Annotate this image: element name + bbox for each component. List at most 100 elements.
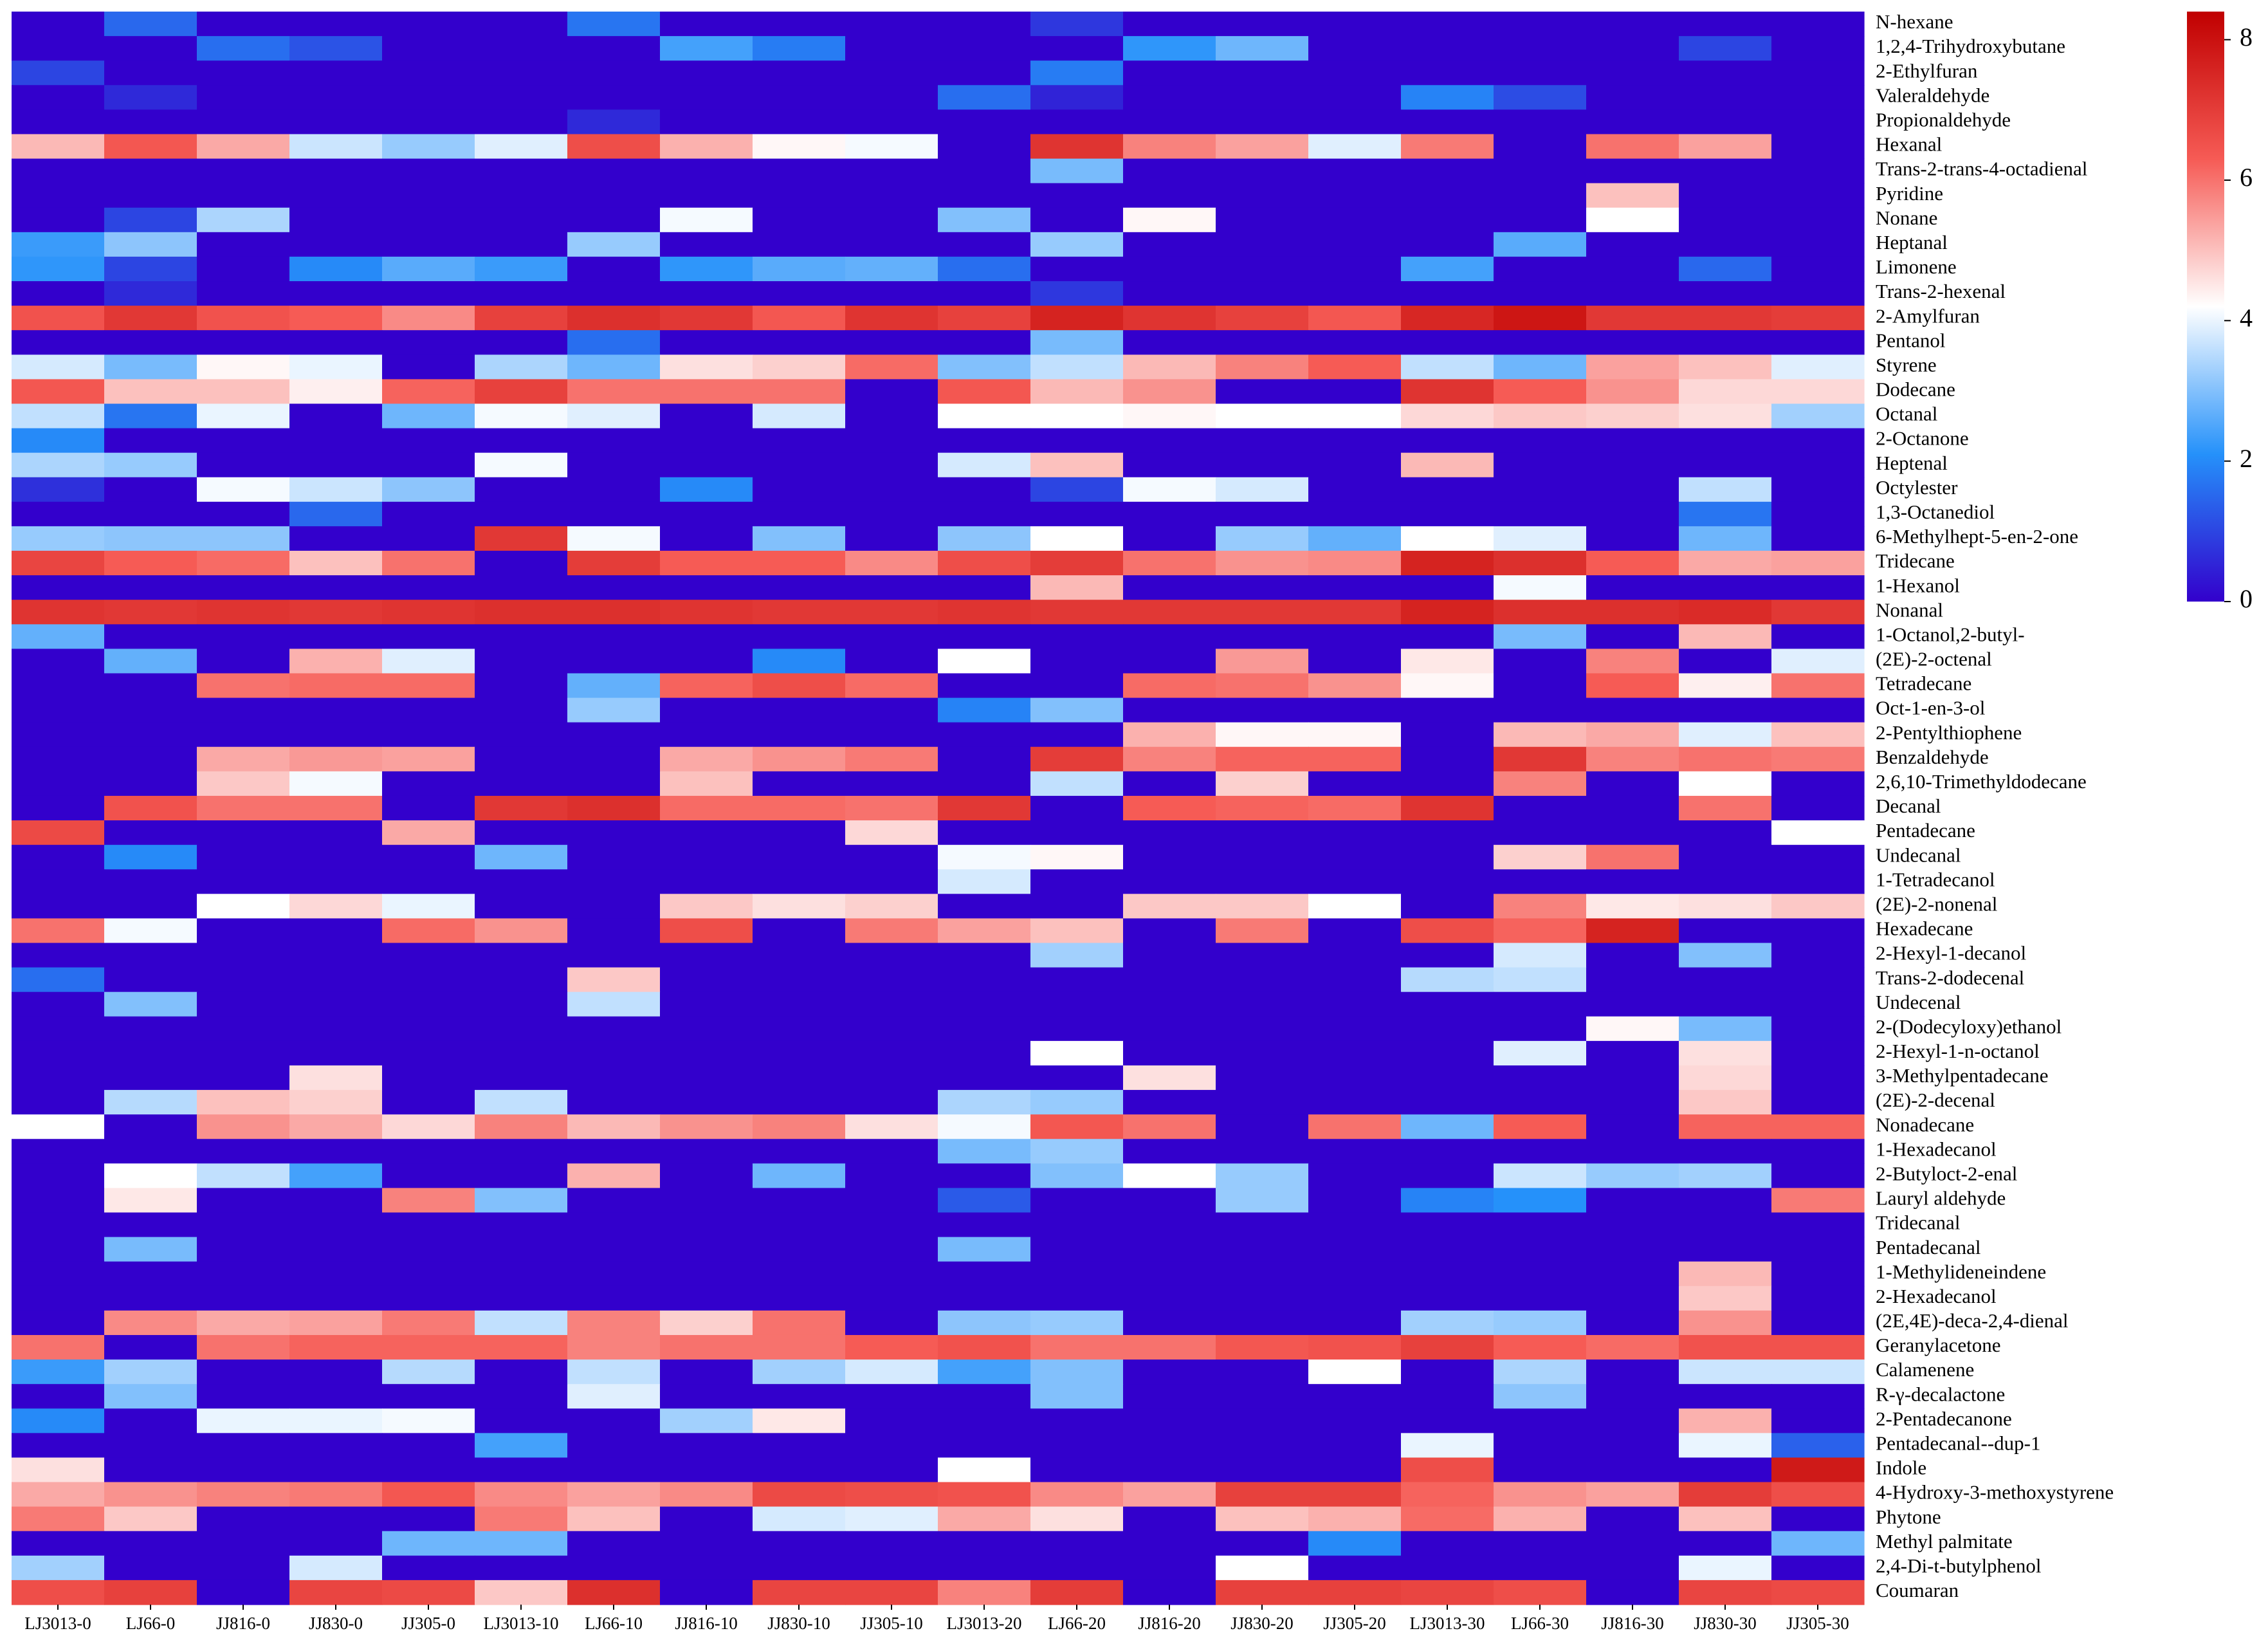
heatmap-cell xyxy=(660,355,753,380)
heatmap-cell xyxy=(753,1408,846,1433)
heatmap-cell xyxy=(1771,207,1865,233)
heatmap-cell xyxy=(1308,1482,1402,1507)
heatmap-cell xyxy=(845,1359,938,1385)
heatmap-cell xyxy=(938,232,1031,257)
heatmap-cell xyxy=(1030,1285,1124,1311)
heatmap-cell xyxy=(753,526,846,551)
heatmap-cell xyxy=(660,477,753,502)
row-label: 2-Hexyl-1-n-octanol xyxy=(1876,1040,2040,1062)
heatmap-cell xyxy=(197,1065,290,1091)
heatmap-cell xyxy=(1123,1090,1216,1115)
heatmap-cell xyxy=(1216,673,1309,699)
heatmap-cell xyxy=(104,1433,197,1459)
heatmap-cell xyxy=(1401,256,1494,282)
heatmap-cell xyxy=(12,1065,105,1091)
heatmap-cell xyxy=(104,1237,197,1262)
heatmap-cell xyxy=(845,85,938,110)
heatmap-cell xyxy=(845,649,938,674)
heatmap-cell xyxy=(475,526,568,551)
heatmap-cell xyxy=(1679,722,1772,748)
heatmap-cell xyxy=(1679,1237,1772,1262)
heatmap-cell xyxy=(845,551,938,576)
heatmap-cell xyxy=(1586,428,1679,454)
heatmap-cell xyxy=(475,722,568,748)
heatmap-cell xyxy=(1401,1433,1494,1459)
heatmap-cell xyxy=(1308,1237,1402,1262)
heatmap-cell xyxy=(1679,207,1772,233)
heatmap-cell xyxy=(475,1580,568,1605)
heatmap-cell xyxy=(475,624,568,649)
heatmap-cell xyxy=(660,1531,753,1556)
heatmap-cell xyxy=(1123,256,1216,282)
heatmap-cell xyxy=(845,232,938,257)
heatmap-cell xyxy=(1401,624,1494,649)
heatmap-cell xyxy=(1308,12,1402,37)
heatmap-cell xyxy=(1679,256,1772,282)
heatmap-cell xyxy=(1586,1359,1679,1385)
heatmap-cell xyxy=(1123,746,1216,772)
heatmap-cell xyxy=(1494,109,1587,135)
heatmap-cell xyxy=(475,918,568,944)
heatmap-cell xyxy=(567,158,661,184)
heatmap-cell xyxy=(1030,575,1124,600)
heatmap-cell xyxy=(1494,722,1587,748)
heatmap-cell xyxy=(1586,1334,1679,1360)
heatmap-cell xyxy=(1401,649,1494,674)
heatmap-cell xyxy=(1771,85,1865,110)
heatmap-cell xyxy=(1030,1139,1124,1164)
heatmap-cell xyxy=(104,673,197,699)
heatmap-cell xyxy=(197,1408,290,1433)
heatmap-cell xyxy=(1216,452,1309,478)
heatmap-cell xyxy=(475,600,568,625)
heatmap-cell xyxy=(289,1433,383,1459)
heatmap-cell xyxy=(1030,1016,1124,1042)
heatmap-cell xyxy=(1586,697,1679,723)
heatmap-cell xyxy=(660,1237,753,1262)
heatmap-cell xyxy=(1771,306,1865,331)
heatmap-cell xyxy=(12,158,105,184)
heatmap-cell xyxy=(1216,894,1309,919)
heatmap-cell xyxy=(845,1285,938,1311)
heatmap-cell xyxy=(197,60,290,86)
heatmap-cell xyxy=(753,60,846,86)
heatmap-cell xyxy=(938,795,1031,821)
heatmap-cell xyxy=(1123,1310,1216,1336)
heatmap-cell xyxy=(289,649,383,674)
heatmap-cell xyxy=(1494,894,1587,919)
heatmap-cell xyxy=(1771,1285,1865,1311)
heatmap-cell xyxy=(567,1016,661,1042)
heatmap-cell xyxy=(475,649,568,674)
heatmap-cell xyxy=(1586,403,1679,429)
heatmap-cell xyxy=(12,649,105,674)
heatmap-cell xyxy=(1308,820,1402,845)
heatmap-cell xyxy=(104,1114,197,1139)
heatmap-cell xyxy=(1030,1433,1124,1459)
heatmap-cell xyxy=(475,1555,568,1581)
heatmap-cell xyxy=(104,134,197,160)
heatmap-cell xyxy=(938,12,1031,37)
heatmap-cell xyxy=(1771,1359,1865,1385)
heatmap-cell xyxy=(382,600,475,625)
heatmap-cell xyxy=(753,428,846,454)
heatmap-cell xyxy=(104,1359,197,1385)
heatmap-cell xyxy=(12,1237,105,1262)
heatmap-cell xyxy=(753,1531,846,1556)
heatmap-cell xyxy=(753,869,846,894)
heatmap-cell xyxy=(104,1139,197,1164)
row-label: Tetradecane xyxy=(1876,672,1971,695)
heatmap-cell xyxy=(938,355,1031,380)
heatmap-cell xyxy=(197,12,290,37)
heatmap-cell xyxy=(660,1482,753,1507)
heatmap-cell xyxy=(1679,452,1772,478)
heatmap-cell xyxy=(660,85,753,110)
heatmap-cell xyxy=(1586,1531,1679,1556)
heatmap-cell xyxy=(1216,795,1309,821)
heatmap-cell xyxy=(289,379,383,405)
heatmap-cell xyxy=(660,722,753,748)
heatmap-cell xyxy=(1030,1408,1124,1433)
heatmap-cell xyxy=(1679,1531,1772,1556)
row-label: 2-Pentadecanone xyxy=(1876,1407,2012,1430)
row-label: 2-(Dodecyloxy)ethanol xyxy=(1876,1015,2062,1038)
heatmap-cell xyxy=(1401,894,1494,919)
heatmap-cell xyxy=(475,820,568,845)
